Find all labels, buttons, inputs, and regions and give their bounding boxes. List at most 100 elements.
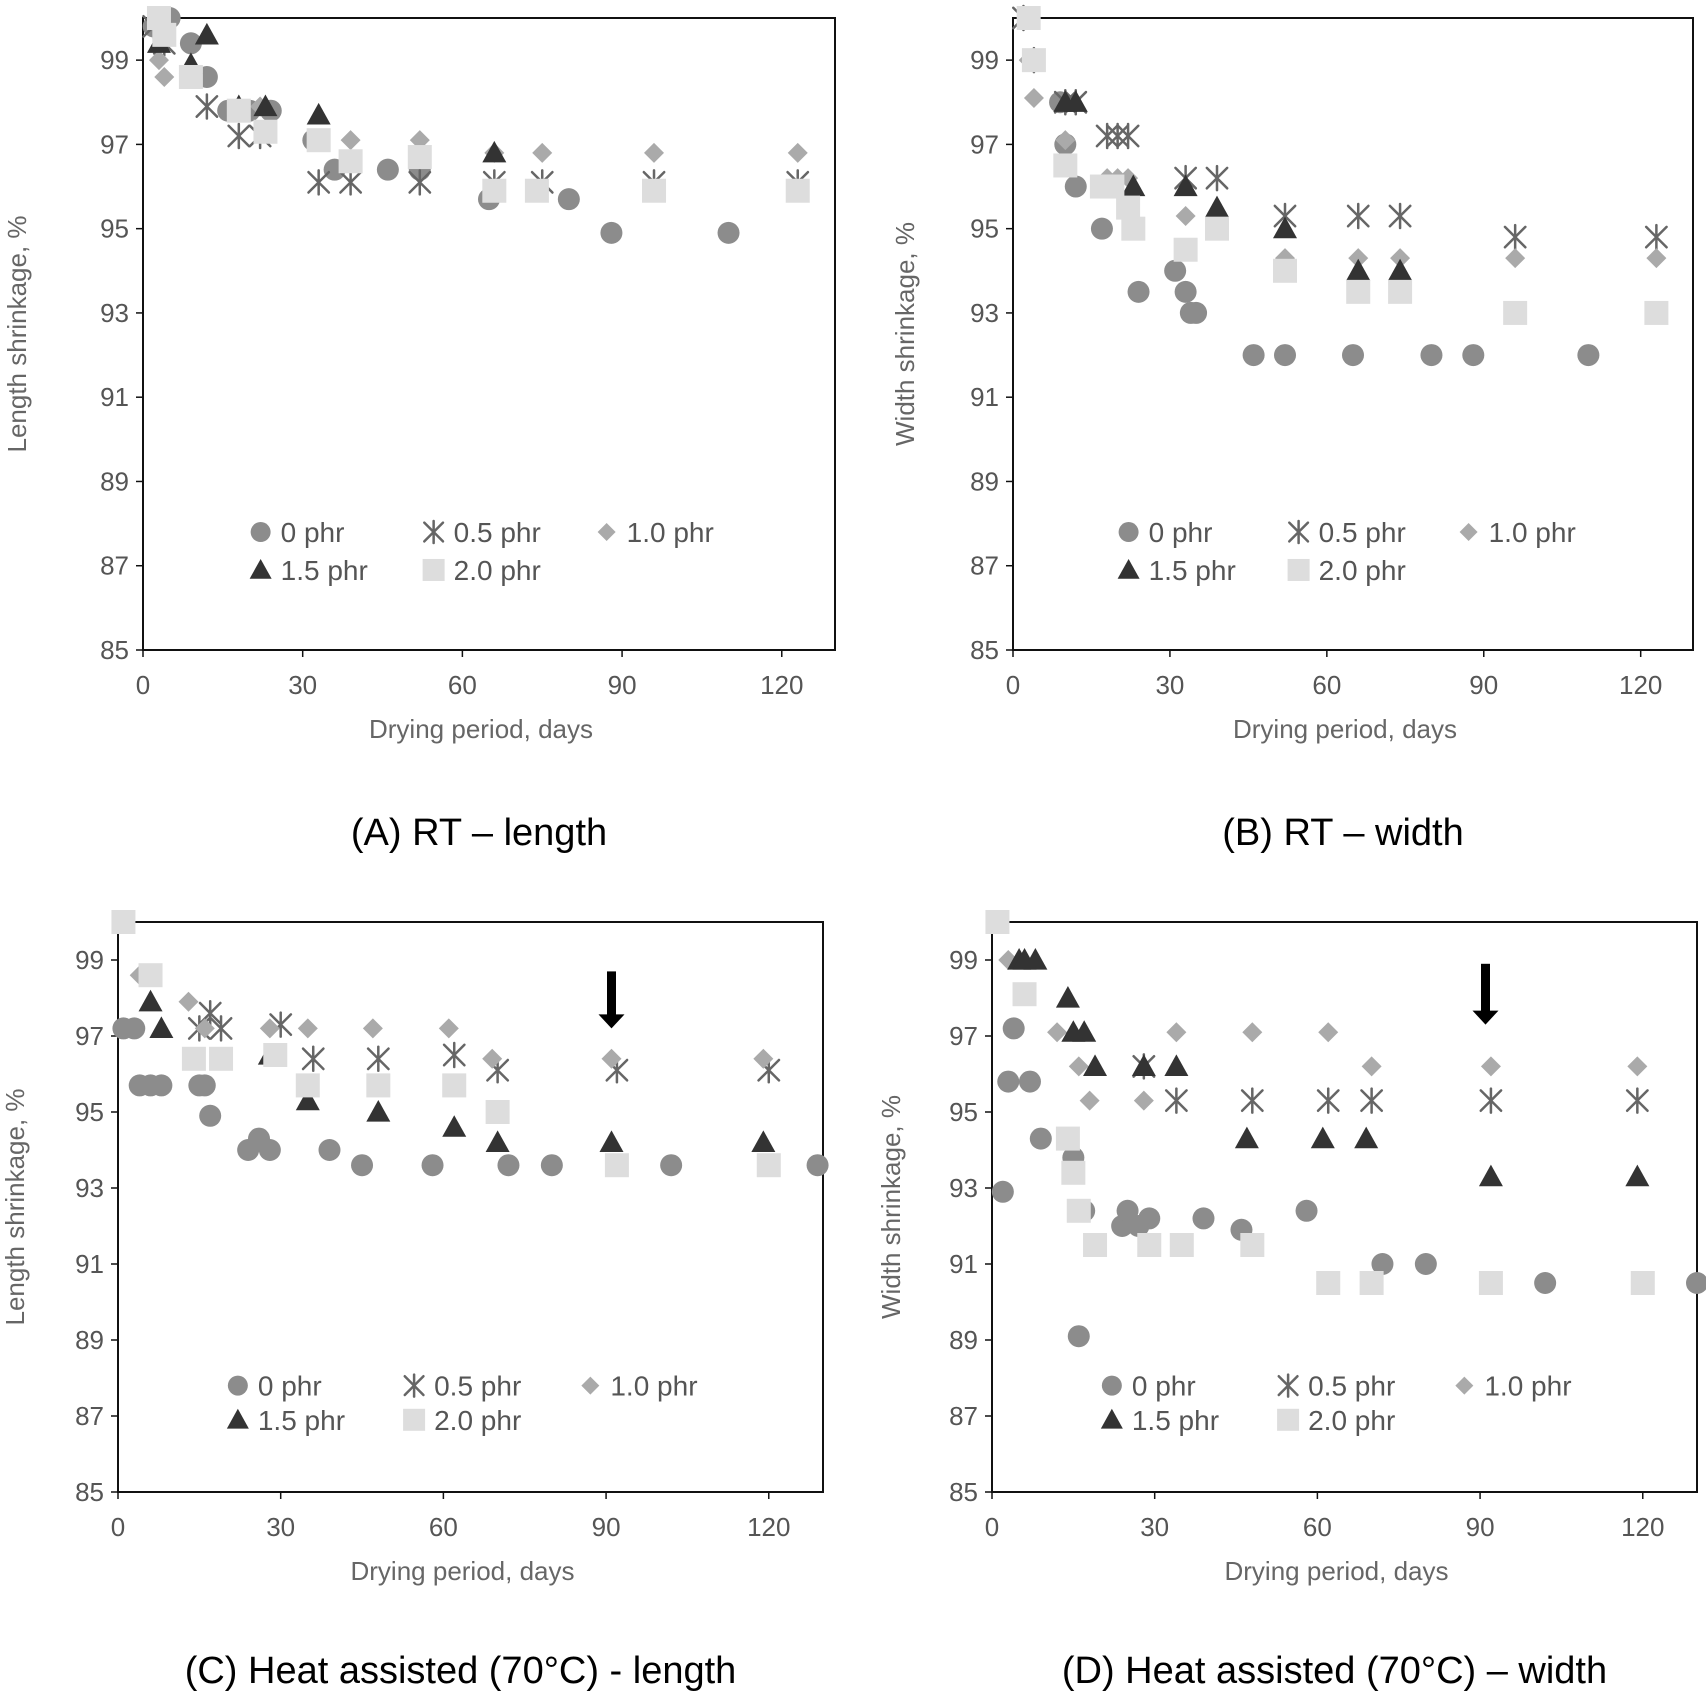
data-point xyxy=(366,1100,391,1122)
series-2-0-phr xyxy=(985,910,1655,1295)
data-point xyxy=(1310,1126,1335,1149)
y-tick-label: 95 xyxy=(75,1097,104,1127)
series-2-0-phr xyxy=(111,910,781,1178)
legend-marker xyxy=(1117,558,1140,579)
x-tick-label: 120 xyxy=(747,1512,790,1542)
y-tick-label: 99 xyxy=(75,945,104,975)
data-point xyxy=(438,1018,459,1039)
y-tick-label: 95 xyxy=(949,1097,978,1127)
legend-label: 1.0 phr xyxy=(610,1371,697,1402)
y-tick-label: 93 xyxy=(949,1173,978,1203)
data-point xyxy=(1169,1233,1194,1257)
legend-marker xyxy=(1277,1408,1300,1431)
x-tick-label: 60 xyxy=(429,1512,458,1542)
legend-marker xyxy=(1277,1373,1299,1398)
x-tick-label: 30 xyxy=(266,1512,295,1542)
x-tick-label: 0 xyxy=(136,670,150,700)
legend-label: 0 phr xyxy=(258,1371,322,1402)
data-point xyxy=(301,1045,325,1073)
y-tick-label: 85 xyxy=(75,1477,104,1507)
data-point xyxy=(1316,1271,1341,1295)
data-point xyxy=(179,32,202,55)
legend-label: 2.0 phr xyxy=(434,1405,521,1436)
data-point xyxy=(209,1015,233,1042)
data-point xyxy=(338,149,363,174)
data-point xyxy=(1534,1272,1557,1294)
data-point xyxy=(1116,1199,1139,1222)
chart-panel-1: 85 87 89 91 93 95 97 99 0 30 60 90 120 Drying period,… xyxy=(2,6,836,854)
data-point xyxy=(138,989,163,1012)
legend-item: 0 phr xyxy=(227,1371,322,1402)
legend-label: 1.0 phr xyxy=(627,517,714,548)
data-point xyxy=(540,1154,563,1177)
legend-item: 0.5 phr xyxy=(403,1371,521,1402)
y-tick-label: 91 xyxy=(970,382,999,412)
legend-label: 1.0 phr xyxy=(1484,1371,1571,1402)
data-point xyxy=(1131,1054,1156,1076)
data-point xyxy=(753,1048,774,1069)
data-point xyxy=(149,1016,174,1038)
data-point xyxy=(1388,279,1413,304)
data-point xyxy=(195,93,219,120)
data-point xyxy=(1173,174,1198,197)
data-point xyxy=(407,145,432,170)
series-0-5-phr xyxy=(1012,4,1668,251)
series-1-0-phr xyxy=(1018,50,1667,269)
legend-marker xyxy=(227,1375,248,1396)
y-axis-title: Length shrinkage, % xyxy=(0,1088,30,1325)
legend-label: 2.0 phr xyxy=(1308,1405,1395,1436)
legend-label: 1.5 phr xyxy=(281,555,368,586)
data-point xyxy=(524,178,549,203)
data-point xyxy=(306,102,331,125)
data-point xyxy=(366,1045,390,1073)
data-point xyxy=(482,178,507,203)
data-point xyxy=(1137,1233,1162,1257)
y-tick-label: 97 xyxy=(100,129,129,159)
data-point xyxy=(193,1074,216,1097)
data-point xyxy=(1205,195,1229,218)
y-tick-label: 93 xyxy=(75,1173,104,1203)
legend-item: 0 phr xyxy=(1101,1371,1196,1402)
legend-marker xyxy=(1459,523,1478,542)
data-point xyxy=(194,1018,215,1039)
chart-panel-4: 85 87 89 91 93 95 97 99 0 30 60 90 120 Drying period,… xyxy=(876,910,1706,1692)
data-point xyxy=(1116,122,1140,150)
x-axis-title: Drying period, days xyxy=(1233,714,1457,744)
legend-marker xyxy=(1118,522,1139,543)
legend: 0 phr 0.5 phr 1.0 phr 1.5 phr 2.0 phr xyxy=(1100,1371,1572,1436)
data-point xyxy=(1173,237,1198,262)
data-point xyxy=(226,98,251,123)
data-point xyxy=(1346,258,1371,281)
x-tick-label: 60 xyxy=(1312,670,1341,700)
y-tick-label: 97 xyxy=(949,1021,978,1051)
data-point xyxy=(1273,216,1297,239)
data-point xyxy=(1342,344,1364,367)
x-tick-label: 120 xyxy=(760,670,803,700)
data-point xyxy=(1095,122,1119,150)
panel-caption: (B) RT – width xyxy=(1222,812,1463,854)
data-point xyxy=(787,142,808,163)
data-point xyxy=(1047,1022,1068,1043)
data-point xyxy=(1023,948,1048,970)
data-point xyxy=(485,1100,510,1124)
y-tick-label: 85 xyxy=(970,635,999,665)
legend-item: 1.5 phr xyxy=(1100,1405,1219,1436)
data-point xyxy=(532,142,553,163)
data-point xyxy=(138,963,163,988)
data-point xyxy=(1023,88,1044,109)
legend-item: 0.5 phr xyxy=(1277,1371,1395,1402)
y-tick-label: 89 xyxy=(970,466,999,496)
legend-item: 0 phr xyxy=(1118,517,1212,548)
data-point xyxy=(152,22,177,47)
down-arrow-annotation xyxy=(1472,963,1499,1025)
y-axis-title: Width shrinkage, % xyxy=(876,1095,906,1319)
x-tick-label: 30 xyxy=(1155,670,1184,700)
legend-item: 1.5 phr xyxy=(226,1405,345,1436)
data-point xyxy=(1625,1087,1649,1114)
plot-area xyxy=(991,921,1698,1493)
data-point xyxy=(148,50,169,71)
data-point xyxy=(442,1073,467,1098)
legend-label: 1.5 phr xyxy=(1132,1405,1219,1436)
data-point xyxy=(1316,1087,1340,1114)
y-tick-label: 99 xyxy=(970,45,999,75)
